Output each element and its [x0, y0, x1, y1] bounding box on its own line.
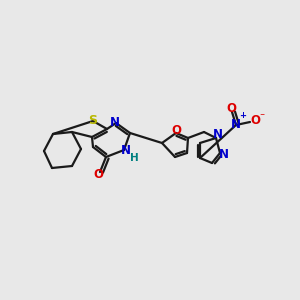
Text: N: N [213, 128, 223, 142]
Text: O: O [171, 124, 181, 136]
Text: N: N [121, 145, 131, 158]
Text: O: O [226, 103, 236, 116]
Text: S: S [88, 115, 98, 128]
Text: O: O [93, 169, 103, 182]
Text: O: O [250, 115, 260, 128]
Text: N: N [110, 116, 120, 128]
Text: +: + [239, 112, 247, 121]
Text: N: N [219, 148, 229, 161]
Text: H: H [130, 153, 138, 163]
Text: N: N [231, 118, 241, 130]
Text: ⁻: ⁻ [260, 112, 265, 122]
